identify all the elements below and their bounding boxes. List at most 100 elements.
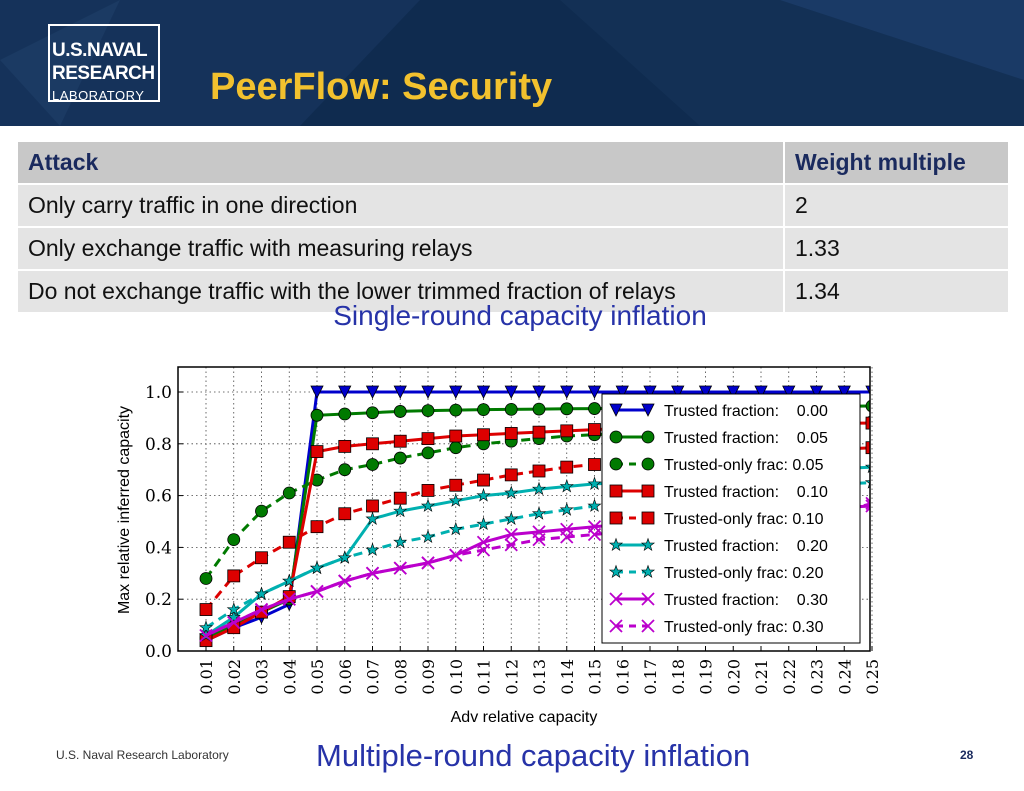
data-point bbox=[449, 548, 463, 562]
data-point bbox=[365, 511, 380, 525]
x-tick-label: 0.02 bbox=[225, 659, 244, 695]
legend-marker bbox=[641, 592, 655, 606]
data-point bbox=[809, 385, 824, 399]
data-point bbox=[393, 385, 407, 399]
legend-marker bbox=[640, 564, 656, 579]
data-point bbox=[227, 615, 241, 630]
caption-single-round: Single-round capacity inflation bbox=[333, 300, 707, 331]
table-row: Only exchange traffic with measuring rel… bbox=[16, 226, 1010, 271]
data-point bbox=[560, 530, 574, 544]
data-point bbox=[199, 628, 213, 643]
data-point bbox=[309, 560, 325, 575]
data-point bbox=[310, 408, 324, 422]
data-point bbox=[226, 602, 241, 616]
attack-table: Attack Weight multiple Only carry traffi… bbox=[16, 140, 1010, 314]
y-tick-label: 0.4 bbox=[145, 538, 172, 558]
attack-cell: Do not exchange traffic with the lower t… bbox=[16, 269, 785, 314]
y-tick-label: 0.0 bbox=[145, 642, 172, 662]
data-point bbox=[477, 473, 490, 487]
data-point bbox=[615, 385, 629, 399]
data-point bbox=[199, 572, 213, 585]
data-point bbox=[504, 402, 518, 416]
data-point bbox=[227, 569, 241, 583]
x-tick-label: 0.06 bbox=[336, 659, 355, 695]
data-point bbox=[282, 535, 296, 549]
y-axis-label: Max relative inferred capacity bbox=[116, 406, 133, 614]
data-point bbox=[865, 496, 870, 511]
data-point bbox=[559, 479, 574, 493]
legend-marker bbox=[641, 457, 655, 471]
data-point bbox=[421, 432, 435, 446]
legend-item: Trusted-only frac: 0.05 bbox=[609, 457, 824, 474]
data-point bbox=[560, 424, 574, 438]
data-point bbox=[532, 385, 546, 399]
x-tick-label: 0.24 bbox=[835, 659, 854, 695]
data-point bbox=[254, 586, 269, 601]
weight-cell: 1.33 bbox=[783, 226, 1010, 271]
legend-marker bbox=[641, 619, 655, 633]
series-0 bbox=[199, 385, 870, 648]
data-point bbox=[338, 407, 352, 421]
footer-org: U.S. Naval Research Laboratory bbox=[56, 748, 229, 762]
x-tick-label: 0.05 bbox=[308, 659, 327, 695]
data-point bbox=[504, 527, 518, 542]
data-point bbox=[310, 385, 324, 399]
table-header-row: Attack Weight multiple bbox=[16, 140, 1010, 185]
data-point bbox=[366, 458, 379, 471]
legend-marker bbox=[641, 484, 655, 498]
legend-marker bbox=[641, 430, 655, 444]
data-point bbox=[310, 445, 324, 458]
data-point bbox=[837, 385, 851, 399]
page-number: 28 bbox=[960, 748, 974, 762]
weight-cell: 1.34 bbox=[783, 269, 1010, 314]
legend-label: Trusted-only frac: 0.20 bbox=[664, 565, 824, 582]
legend-marker bbox=[640, 537, 656, 552]
data-point bbox=[698, 385, 713, 399]
x-axis-label: Adv relative capacity bbox=[451, 709, 598, 726]
data-point bbox=[255, 551, 268, 565]
data-point bbox=[643, 385, 657, 399]
data-point bbox=[588, 458, 601, 471]
table-row: Only carry traffic in one direction 2 bbox=[16, 183, 1010, 228]
data-point bbox=[282, 486, 296, 500]
x-tick-label: 0.15 bbox=[586, 659, 605, 695]
banner-pattern bbox=[0, 0, 1024, 126]
legend: Trusted fraction: 0.00 Trusted fraction: … bbox=[601, 393, 861, 644]
data-point bbox=[227, 533, 241, 547]
data-point bbox=[864, 480, 870, 489]
x-tick-label: 0.14 bbox=[558, 659, 577, 695]
data-point bbox=[198, 620, 214, 634]
legend-marker bbox=[609, 511, 623, 525]
legend-item: Trusted fraction: 0.30 bbox=[609, 592, 828, 609]
data-point bbox=[365, 566, 380, 580]
legend-label: Trusted fraction: 0.10 bbox=[664, 484, 828, 501]
legend-item: Trusted fraction: 0.05 bbox=[609, 430, 828, 447]
legend-item: Trusted-only frac: 0.30 bbox=[609, 619, 824, 636]
data-point bbox=[338, 574, 352, 588]
data-point bbox=[531, 506, 547, 520]
data-point bbox=[865, 385, 870, 395]
data-point bbox=[421, 446, 435, 460]
caption-multiple-round: Multiple-round capacity inflation bbox=[316, 738, 751, 773]
data-point bbox=[504, 468, 518, 482]
data-point bbox=[282, 592, 296, 606]
data-point bbox=[587, 385, 602, 399]
data-point bbox=[560, 385, 574, 399]
x-tick-label: 0.13 bbox=[530, 659, 549, 695]
data-point bbox=[393, 491, 407, 505]
data-point bbox=[477, 403, 490, 417]
data-point bbox=[421, 404, 435, 418]
data-point bbox=[366, 499, 379, 513]
data-point bbox=[532, 402, 546, 416]
data-point bbox=[532, 464, 546, 478]
x-tick-label: 0.25 bbox=[863, 659, 882, 695]
data-point bbox=[282, 573, 297, 588]
legend-label: Trusted fraction: 0.30 bbox=[664, 592, 828, 609]
data-point bbox=[310, 520, 324, 534]
x-tick-label: 0.04 bbox=[280, 659, 299, 695]
legend-label: Trusted-only frac: 0.05 bbox=[664, 457, 824, 474]
data-point bbox=[420, 498, 436, 512]
data-point bbox=[532, 532, 546, 547]
data-point bbox=[588, 402, 601, 415]
